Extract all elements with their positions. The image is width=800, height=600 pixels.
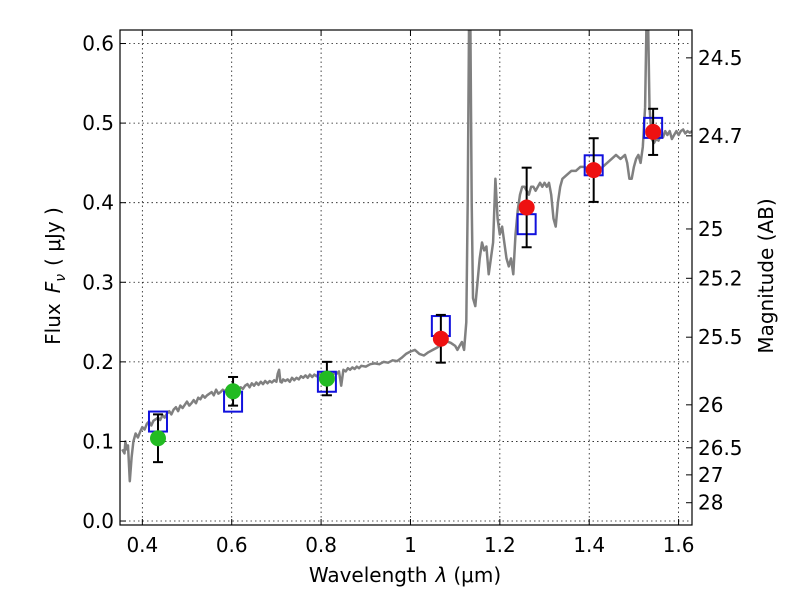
y-tick-label: 0.0: [82, 509, 114, 533]
series-layer: [121, 30, 692, 483]
x-tick-label: 1.6: [663, 533, 695, 557]
observed-point: [318, 370, 335, 387]
x-tick-label: 1: [404, 533, 417, 557]
x-tick-label: 0.6: [216, 533, 248, 557]
model-spectrum-line: [121, 30, 692, 483]
x-axis-label: Wavelength λ (μm): [309, 563, 501, 587]
y2-tick-label: 25: [698, 217, 723, 241]
x-tick-label: 1.4: [573, 533, 605, 557]
y2-tick-label: 25.2: [698, 266, 743, 290]
x-axis: 0.4 0.6 0.8 1 1.2 1.4 1.6: [126, 30, 695, 557]
y2-tick-label: 24.5: [698, 46, 743, 70]
observed-point: [432, 330, 449, 347]
plot-frame: [119, 29, 693, 526]
x-tick-label: 1.2: [484, 533, 516, 557]
observed-point: [585, 162, 602, 179]
y2-axis: 24.5 24.7 25 25.2 25.5 26 26.5 27 28: [686, 46, 743, 515]
observed-point: [149, 430, 166, 447]
y2-tick-label: 27: [698, 463, 723, 487]
observed-point: [225, 383, 242, 400]
y2-tick-label: 28: [698, 491, 723, 515]
x-tick-label: 0.8: [305, 533, 337, 557]
y-tick-label: 0.6: [82, 32, 114, 56]
y-axis-label: FluxFν( μJy ): [41, 207, 69, 345]
observed-point: [518, 199, 535, 216]
y2-tick-label: 26: [698, 393, 723, 417]
y2-axis-label: Magnitude (AB): [754, 198, 778, 353]
y-tick-label: 0.3: [82, 270, 114, 294]
y-axis: 0.0 0.1 0.2 0.3 0.4 0.5 0.6: [82, 32, 126, 533]
y-tick-label: 0.2: [82, 350, 114, 374]
plot-area: [121, 30, 692, 483]
y2-tick-label: 24.7: [698, 124, 743, 148]
y2-tick-label: 26.5: [698, 436, 743, 460]
observed-point: [645, 123, 662, 140]
y-tick-label: 0.1: [82, 429, 114, 453]
y-tick-label: 0.5: [82, 111, 114, 135]
y-tick-label: 0.4: [82, 191, 114, 215]
x-tick-label: 0.4: [126, 533, 158, 557]
y2-tick-label: 25.5: [698, 325, 743, 349]
grid: [120, 30, 692, 525]
